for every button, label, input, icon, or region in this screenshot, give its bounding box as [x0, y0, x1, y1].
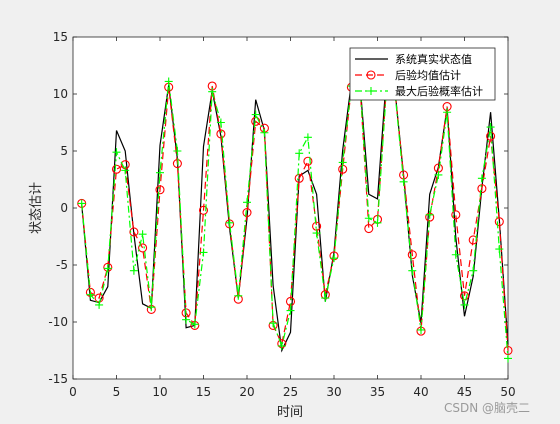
- x-tick-label: 35: [370, 385, 385, 399]
- data-point: [486, 123, 495, 132]
- x-tick-label: 15: [196, 385, 211, 399]
- y-tick-label: 5: [60, 144, 68, 158]
- data-point: [469, 266, 478, 275]
- data-point: [434, 170, 443, 179]
- data-point: [121, 166, 130, 175]
- y-tick-label: 0: [60, 201, 68, 215]
- x-tick-label: 10: [152, 385, 167, 399]
- data-point: [443, 108, 452, 117]
- data-point: [321, 294, 330, 303]
- legend-marker: [367, 87, 375, 95]
- data-point: [495, 245, 504, 254]
- data-point: [95, 300, 104, 309]
- data-point: [303, 133, 312, 142]
- data-point: [173, 147, 182, 155]
- data-point: [243, 198, 251, 207]
- data-point: [286, 306, 295, 315]
- axis-ticks: 0 5 10 15 20 25 30 35 40 45 50 -15 -10 -5 0 5 10 15: [48, 30, 515, 399]
- data-point: [208, 87, 217, 96]
- data-point: [407, 250, 417, 260]
- data-point: [156, 168, 164, 177]
- data-point: [408, 266, 417, 275]
- legend-label: 最大后验概率估计: [395, 84, 483, 98]
- x-tick-label: 30: [326, 385, 341, 399]
- data-point: [459, 291, 470, 301]
- data-point: [477, 184, 487, 194]
- watermark-text: CSDN @脑壳二: [444, 401, 530, 415]
- data-point: [295, 149, 304, 158]
- y-tick-label: -5: [56, 258, 68, 272]
- data-point: [417, 325, 425, 334]
- data-point: [425, 210, 434, 219]
- data-point: [147, 303, 156, 312]
- series-line: [81, 81, 509, 359]
- data-point: [251, 110, 260, 119]
- y-axis-label: 状态估计: [29, 182, 44, 234]
- data-point: [451, 210, 461, 220]
- x-tick-label: 0: [69, 385, 77, 399]
- data-point: [216, 129, 226, 139]
- data-point: [112, 148, 121, 157]
- data-point: [460, 300, 469, 309]
- data-point: [277, 341, 286, 350]
- legend-label: 系统真实状态值: [395, 52, 472, 66]
- data-point: [129, 227, 139, 237]
- data-point: [216, 118, 225, 127]
- data-point: [294, 173, 304, 183]
- legend-marker: [366, 70, 376, 80]
- data-point: [451, 250, 460, 259]
- data-point: [138, 230, 147, 239]
- x-axis-label: 时间: [277, 405, 303, 420]
- x-tick-label: 25: [283, 385, 298, 399]
- data-point: [225, 218, 234, 227]
- x-tick-label: 50: [500, 385, 515, 399]
- data-point: [190, 320, 199, 329]
- data-point: [468, 235, 478, 245]
- data-point: [164, 77, 173, 86]
- data-point: [77, 199, 86, 208]
- data-point: [260, 128, 269, 137]
- series-2: [77, 77, 512, 363]
- data-point: [364, 223, 374, 234]
- data-point: [86, 290, 95, 299]
- data-point: [103, 264, 112, 273]
- data-point: [138, 243, 148, 253]
- x-tick-label: 5: [113, 385, 121, 399]
- data-point: [364, 214, 373, 223]
- data-point: [111, 164, 122, 174]
- y-tick-label: -15: [48, 372, 68, 386]
- data-point: [477, 174, 486, 183]
- data-point: [399, 177, 408, 186]
- x-tick-label: 20: [239, 385, 254, 399]
- data-point: [269, 319, 278, 328]
- data-point: [234, 291, 243, 300]
- data-point: [330, 254, 338, 263]
- data-point: [129, 266, 138, 275]
- data-point: [303, 156, 313, 166]
- legend-label: 后验均值估计: [395, 68, 461, 82]
- y-tick-label: 10: [53, 87, 68, 101]
- y-tick-label: 15: [53, 30, 68, 44]
- data-point: [182, 315, 191, 324]
- y-tick-label: -10: [48, 315, 68, 329]
- data-point: [494, 217, 504, 227]
- data-point: [198, 205, 209, 215]
- data-point: [155, 185, 165, 195]
- data-point: [242, 208, 252, 218]
- data-point: [504, 354, 512, 363]
- x-tick-label: 40: [413, 385, 428, 399]
- data-point: [338, 158, 347, 167]
- data-point: [373, 218, 382, 227]
- x-tick-label: 45: [457, 385, 472, 399]
- plot-series: [77, 77, 513, 363]
- data-point: [199, 248, 208, 257]
- data-point: [312, 229, 321, 238]
